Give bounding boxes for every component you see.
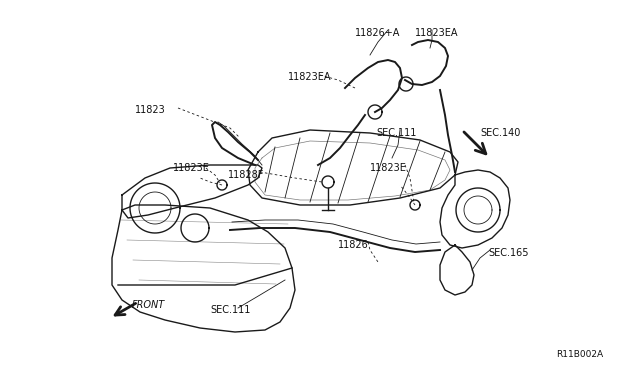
- Text: 11828F: 11828F: [228, 170, 264, 180]
- Text: 11823EA: 11823EA: [415, 28, 458, 38]
- Text: SEC.165: SEC.165: [488, 248, 529, 258]
- Text: 11826+A: 11826+A: [355, 28, 401, 38]
- Text: 11823EA: 11823EA: [288, 72, 332, 82]
- Text: SEC.140: SEC.140: [480, 128, 520, 138]
- Text: SEC.111: SEC.111: [376, 128, 417, 138]
- Text: 11823E: 11823E: [370, 163, 407, 173]
- Text: 11826: 11826: [338, 240, 369, 250]
- Text: R11B002A: R11B002A: [556, 350, 603, 359]
- Text: SEC.111: SEC.111: [210, 305, 250, 315]
- Text: 11823E: 11823E: [173, 163, 210, 173]
- Text: FRONT: FRONT: [132, 300, 165, 310]
- Text: 11823: 11823: [135, 105, 166, 115]
